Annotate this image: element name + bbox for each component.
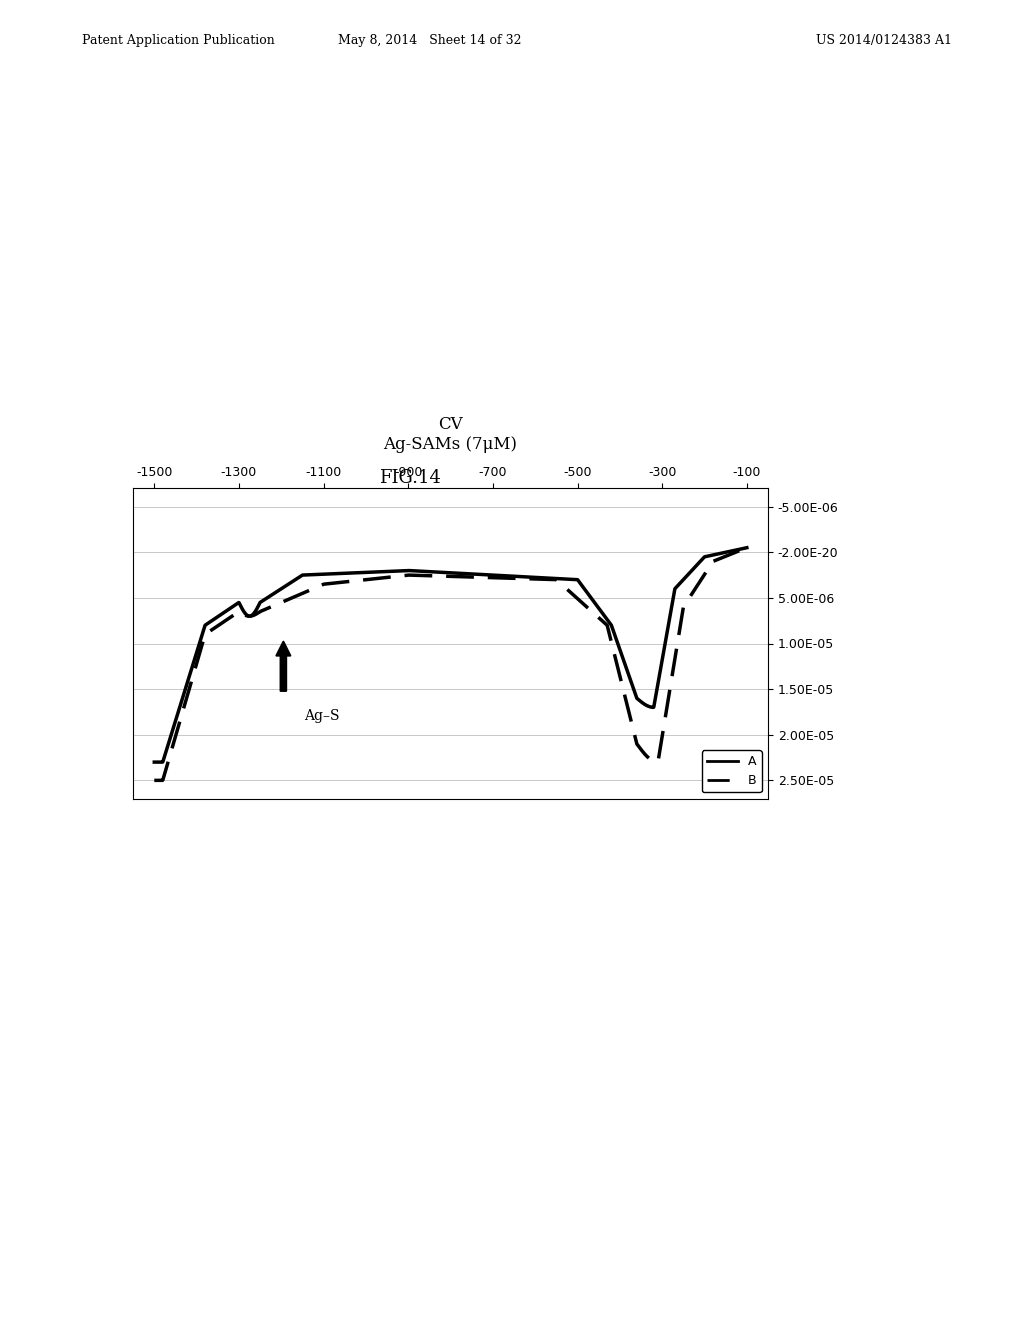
B <box>421 568 433 583</box>
A <box>148 754 161 770</box>
A <box>436 565 449 581</box>
A <box>421 564 433 579</box>
Text: May 8, 2014   Sheet 14 of 32: May 8, 2014 Sheet 14 of 32 <box>338 34 522 48</box>
B <box>614 672 627 688</box>
A <box>178 684 190 700</box>
Text: Ag–S: Ag–S <box>304 709 340 723</box>
B <box>436 568 449 583</box>
Line: A: A <box>155 548 746 762</box>
B <box>724 546 736 562</box>
B <box>723 546 735 562</box>
A <box>723 544 735 560</box>
Legend: A, B: A, B <box>701 750 762 792</box>
A <box>724 544 736 560</box>
B <box>178 697 190 713</box>
Title: CV
Ag-SAMs (7μM): CV Ag-SAMs (7μM) <box>384 416 517 453</box>
A <box>740 540 753 556</box>
Text: US 2014/0124383 A1: US 2014/0124383 A1 <box>816 34 952 48</box>
B <box>740 540 753 556</box>
A <box>614 644 627 660</box>
B <box>148 772 161 788</box>
Text: FIG.14: FIG.14 <box>379 469 440 487</box>
Line: B: B <box>155 548 746 780</box>
Text: Patent Application Publication: Patent Application Publication <box>82 34 274 48</box>
